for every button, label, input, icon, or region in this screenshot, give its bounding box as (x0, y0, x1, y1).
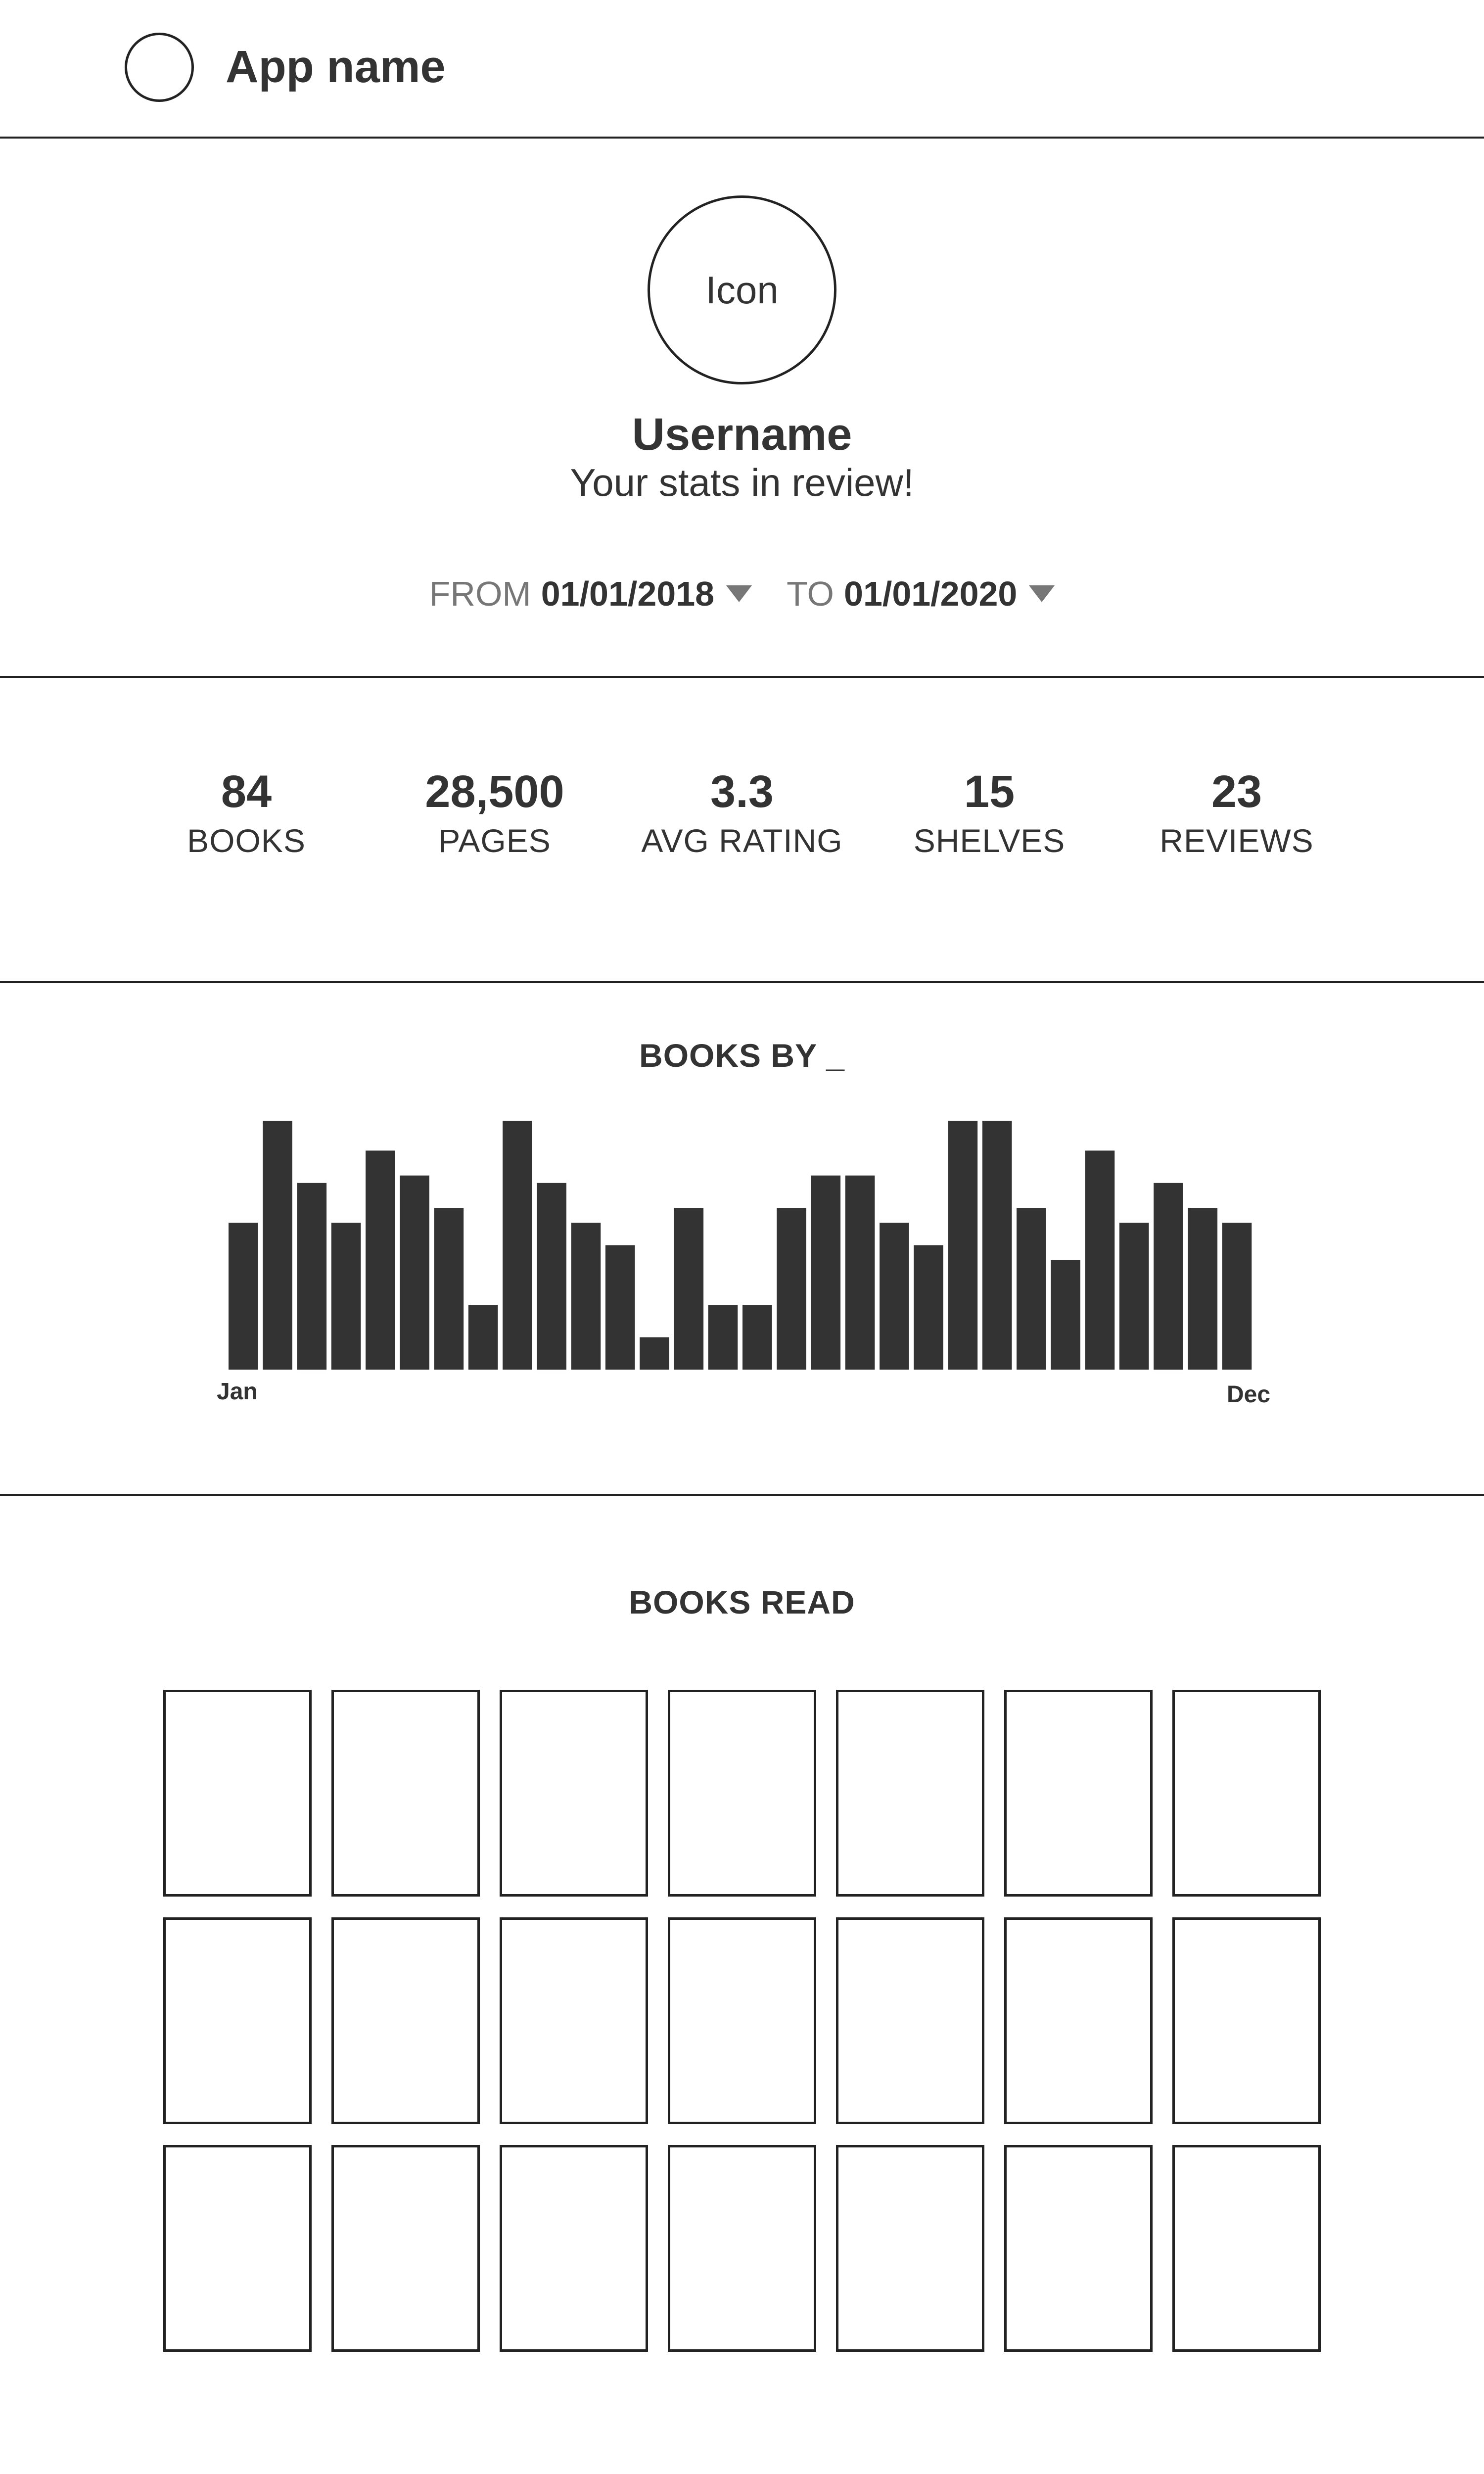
book-cover[interactable] (668, 1690, 816, 1897)
chart-bar (263, 1121, 292, 1370)
stat-shelves: 15 SHELVES (881, 766, 1098, 859)
chart-bar (1085, 1150, 1115, 1370)
book-cover[interactable] (1004, 1917, 1153, 2124)
book-cover[interactable] (836, 2145, 984, 2352)
book-cover[interactable] (836, 1917, 984, 2124)
chart-bar (948, 1121, 978, 1370)
book-cover[interactable] (500, 1917, 648, 2124)
chart-title: BOOKS BY _ (639, 1037, 845, 1074)
chart-bar (434, 1208, 464, 1370)
books-read-title: BOOKS READ (629, 1584, 855, 1620)
profile-avatar[interactable]: Icon (648, 195, 836, 384)
circle-logo-icon[interactable] (125, 33, 194, 102)
x-axis-start-label: Jan (217, 1379, 258, 1405)
chart-bar (297, 1183, 327, 1370)
book-cover[interactable] (1172, 2145, 1321, 2352)
stat-pages: 28,500 PAGES (386, 766, 603, 859)
stat-label: PAGES (438, 822, 551, 859)
chart-bar (674, 1208, 704, 1370)
username: Username (632, 409, 852, 460)
books-bar-chart: Jan Dec (217, 1121, 1270, 1408)
chart-bar (400, 1175, 429, 1370)
stats-subtitle: Your stats in review! (570, 461, 914, 504)
chart-bar (1188, 1208, 1218, 1370)
chart-bar (845, 1175, 875, 1370)
app-header: App name (0, 0, 1484, 137)
stat-value: 3.3 (710, 766, 774, 817)
book-cover[interactable] (331, 1917, 480, 2124)
book-cover[interactable] (1172, 1917, 1321, 2124)
app-name: App name (226, 42, 446, 92)
avatar-label: Icon (705, 268, 779, 312)
from-label: FROM (429, 574, 531, 613)
book-cover[interactable] (836, 1690, 984, 1897)
to-label: TO (787, 574, 835, 613)
to-date-dropdown[interactable]: 01/01/2020 (844, 574, 1018, 613)
chart-bar (1051, 1260, 1080, 1370)
stat-avg-rating: 3.3 AVG RATING (633, 766, 851, 859)
chart-bar (880, 1223, 909, 1370)
chart-bar (571, 1223, 601, 1370)
stat-label: BOOKS (187, 822, 306, 859)
chart-bar (331, 1223, 361, 1370)
profile-divider (0, 676, 1484, 678)
stat-reviews: 23 REVIEWS (1128, 766, 1345, 859)
chevron-down-icon[interactable] (1029, 585, 1055, 602)
chart-bar (503, 1121, 532, 1370)
chart-bar (742, 1305, 772, 1370)
book-cover[interactable] (1004, 1690, 1153, 1897)
book-cover[interactable] (1004, 2145, 1153, 2352)
book-cover[interactable] (331, 1690, 480, 1897)
chart-bar (1119, 1223, 1149, 1370)
book-cover[interactable] (500, 2145, 648, 2352)
book-cover[interactable] (163, 2145, 312, 2352)
chart-bar (468, 1305, 498, 1370)
chart-bar (708, 1305, 738, 1370)
book-cover[interactable] (500, 1690, 648, 1897)
chart-bar (811, 1175, 841, 1370)
stat-value: 23 (1211, 766, 1262, 817)
book-cover[interactable] (163, 1690, 312, 1897)
stat-label: REVIEWS (1159, 822, 1314, 859)
date-range-selector: FROM 01/01/2018 TO 01/01/2020 (0, 574, 1484, 614)
from-date-dropdown[interactable]: 01/01/2018 (541, 574, 715, 613)
stat-label: AVG RATING (641, 822, 843, 859)
chart-bar (914, 1245, 943, 1370)
chart-bar (1222, 1223, 1252, 1370)
stat-value: 84 (221, 766, 272, 817)
book-cover[interactable] (668, 2145, 816, 2352)
chart-bar (640, 1337, 669, 1370)
chart-bar (1017, 1208, 1046, 1370)
chart-bar (982, 1121, 1012, 1370)
book-cover[interactable] (163, 1917, 312, 2124)
chart-bar (777, 1208, 806, 1370)
chart-bar (537, 1183, 566, 1370)
book-cover[interactable] (331, 2145, 480, 2352)
chart-divider (0, 1494, 1484, 1496)
stats-divider (0, 981, 1484, 983)
x-axis-end-label: Dec (1227, 1381, 1270, 1408)
header-divider (0, 137, 1484, 139)
stat-books: 84 BOOKS (138, 766, 355, 859)
books-read-grid (163, 1690, 1321, 2352)
stat-value: 15 (964, 766, 1015, 817)
book-cover[interactable] (668, 1917, 816, 2124)
stat-value: 28,500 (425, 766, 564, 817)
chart-bar (229, 1223, 258, 1370)
stat-label: SHELVES (913, 822, 1066, 859)
chart-bar (366, 1150, 395, 1370)
chart-bar (605, 1245, 635, 1370)
book-cover[interactable] (1172, 1690, 1321, 1897)
chevron-down-icon[interactable] (726, 585, 752, 602)
chart-bar (1154, 1183, 1183, 1370)
